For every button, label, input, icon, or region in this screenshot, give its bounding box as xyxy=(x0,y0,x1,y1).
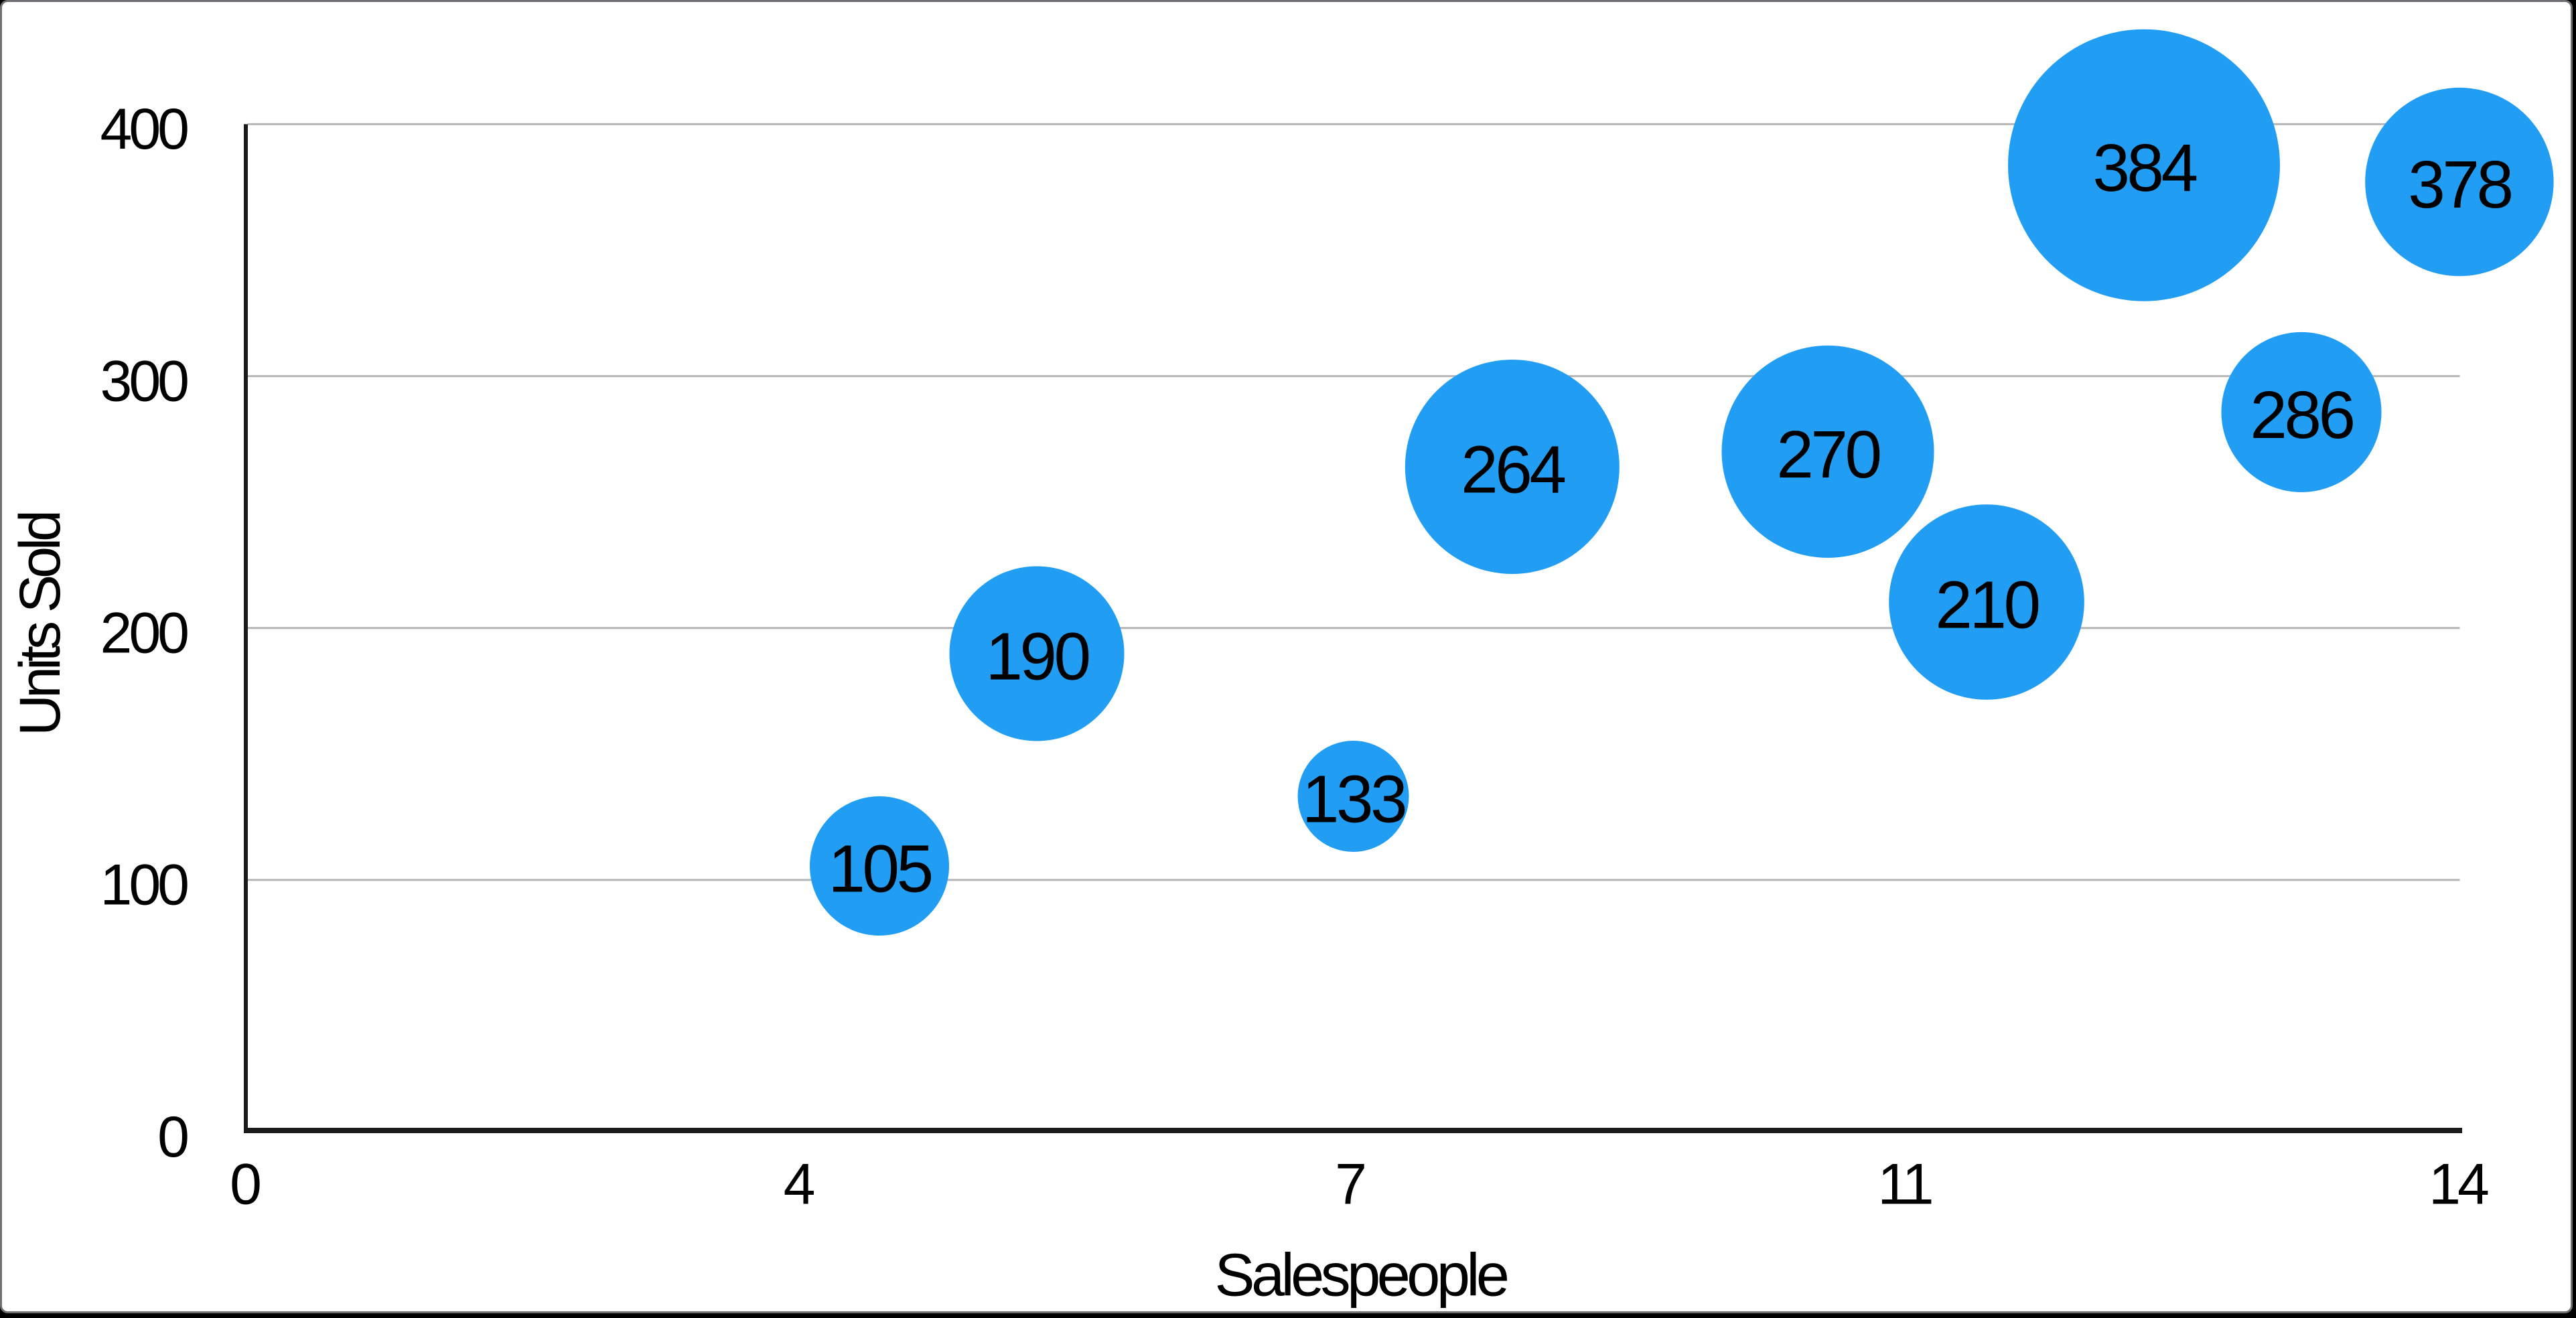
svg-text:190: 190 xyxy=(985,619,1088,694)
svg-text:11: 11 xyxy=(1877,1152,1931,1216)
svg-text:133: 133 xyxy=(1302,762,1405,837)
svg-text:4: 4 xyxy=(784,1152,814,1216)
svg-text:200: 200 xyxy=(100,601,188,666)
svg-text:300: 300 xyxy=(100,349,188,413)
svg-text:264: 264 xyxy=(1461,433,1565,508)
svg-text:105: 105 xyxy=(828,832,931,907)
svg-text:286: 286 xyxy=(2250,378,2353,453)
svg-text:14: 14 xyxy=(2429,1152,2488,1216)
svg-text:378: 378 xyxy=(2408,147,2511,222)
svg-text:384: 384 xyxy=(2092,131,2196,206)
svg-text:270: 270 xyxy=(1776,417,1879,492)
svg-text:210: 210 xyxy=(1935,568,2038,643)
svg-text:400: 400 xyxy=(100,97,188,161)
svg-text:Salespeople: Salespeople xyxy=(1215,1242,1508,1309)
svg-text:Units Sold: Units Sold xyxy=(8,513,72,736)
svg-text:0: 0 xyxy=(157,1105,188,1169)
svg-text:100: 100 xyxy=(100,853,188,918)
svg-text:7: 7 xyxy=(1335,1152,1364,1216)
svg-text:0: 0 xyxy=(230,1152,260,1216)
